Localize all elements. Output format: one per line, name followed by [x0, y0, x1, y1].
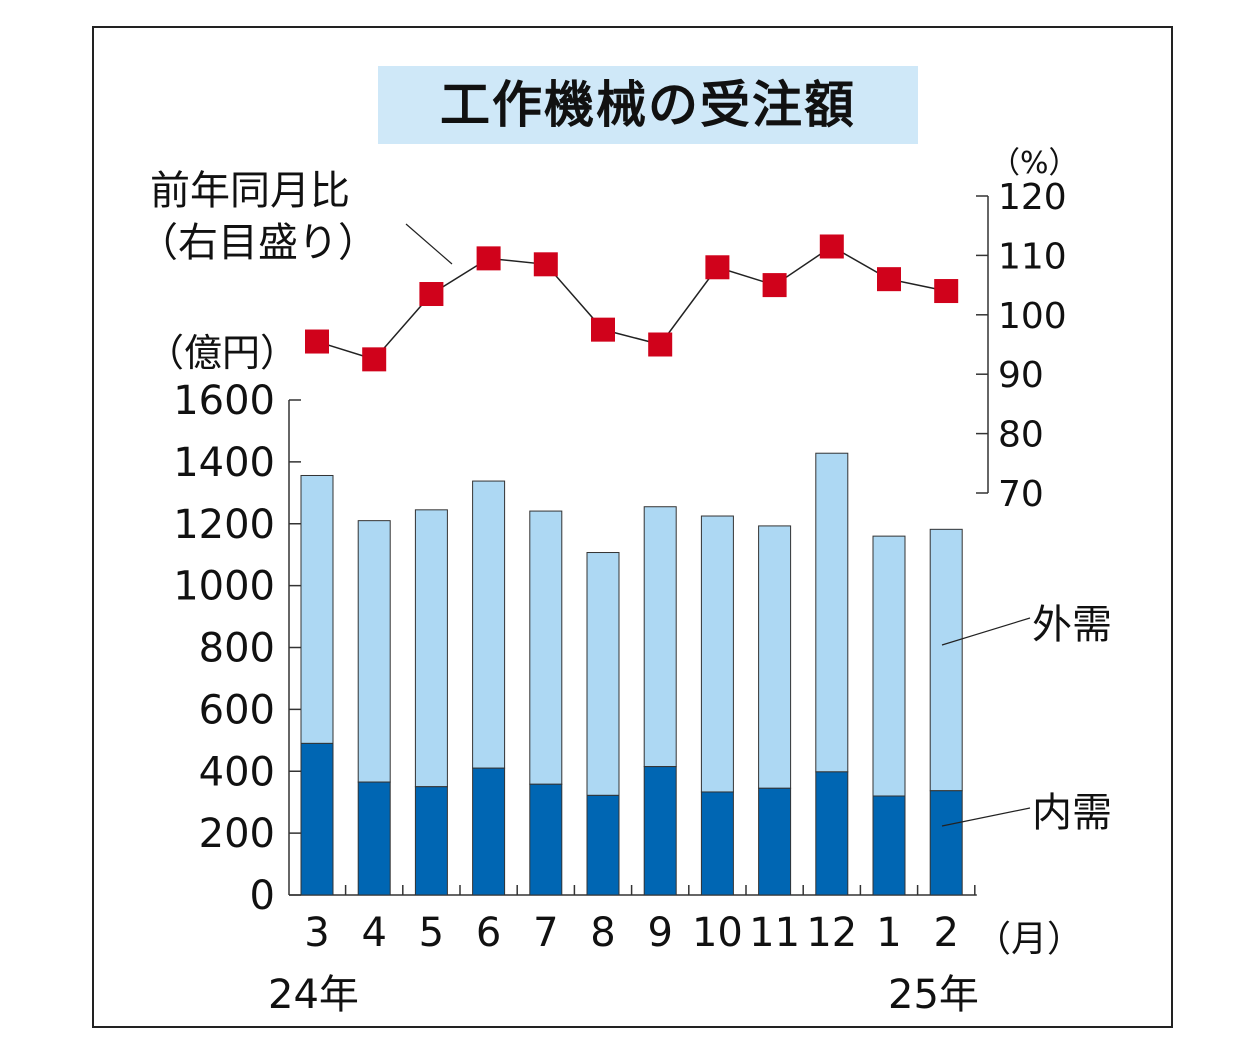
- yoy-marker: [305, 329, 329, 354]
- x-tick-label: 1: [876, 910, 901, 956]
- bar-domestic: [700, 791, 734, 896]
- yoy-line: [316, 245, 947, 361]
- yoy-marker: [877, 267, 901, 292]
- left-axis-tick-label: 600: [199, 687, 275, 733]
- left-axis-unit: （億円）: [146, 331, 299, 375]
- x-tick-label: 10: [692, 910, 743, 956]
- x-tick-label: 2: [933, 910, 958, 956]
- bar-domestic: [872, 795, 906, 896]
- bar-domestic: [929, 790, 963, 896]
- yoy-marker: [419, 282, 444, 307]
- yoy-marker: [476, 246, 501, 271]
- bar-domestic: [300, 742, 334, 896]
- line-series-label-line1: 前年同月比: [150, 168, 350, 214]
- bar-foreign: [872, 535, 906, 797]
- year-label-end: 25年: [888, 972, 979, 1018]
- right-axis-tick-label: 80: [998, 415, 1044, 456]
- bar-foreign: [300, 474, 334, 744]
- bar-foreign: [929, 528, 963, 792]
- title-background: [378, 66, 918, 144]
- year-label-start: 24年: [268, 972, 359, 1018]
- bar-foreign: [643, 506, 677, 768]
- yoy-marker: [762, 273, 787, 298]
- left-axis-tick-label: 400: [199, 749, 275, 795]
- bar-foreign: [357, 520, 391, 783]
- bar-foreign: [586, 552, 620, 796]
- right-axis-tick-label: 110: [998, 236, 1067, 277]
- bar-domestic: [758, 787, 792, 896]
- x-tick-label: 9: [647, 910, 672, 956]
- line-series-label-line2: （右目盛り）: [138, 220, 378, 266]
- yoy-marker: [705, 255, 730, 280]
- x-tick-label: 8: [590, 910, 615, 956]
- bar-domestic: [643, 766, 677, 896]
- bar-foreign: [414, 509, 448, 788]
- bar-domestic: [586, 794, 620, 896]
- yoy-marker: [934, 279, 959, 304]
- domestic-demand-label: 内需: [1032, 790, 1112, 836]
- x-tick-label: 5: [419, 910, 444, 956]
- left-axis-tick-label: 200: [199, 811, 275, 857]
- x-tick-label: 3: [304, 910, 329, 956]
- x-tick-label: 12: [806, 910, 857, 956]
- right-axis-tick-label: 120: [998, 177, 1067, 218]
- bar-domestic: [472, 767, 506, 896]
- left-axis-tick-label: 800: [199, 626, 275, 672]
- bar-foreign: [758, 525, 792, 789]
- x-tick-label: 4: [361, 910, 386, 956]
- bar-domestic: [529, 783, 563, 896]
- x-axis-unit: （月）: [975, 919, 1084, 960]
- yoy-marker: [648, 332, 673, 357]
- x-tick-label: 7: [533, 910, 558, 956]
- chart-frame: [92, 26, 1173, 1028]
- left-axis-tick-label: 1600: [173, 378, 275, 424]
- yoy-marker: [362, 347, 387, 372]
- bar-foreign: [700, 515, 734, 793]
- bar-foreign: [815, 452, 849, 773]
- foreign-demand-label: 外需: [1032, 602, 1112, 648]
- left-axis-tick-label: 0: [250, 873, 275, 919]
- yoy-marker: [819, 234, 844, 259]
- left-axis-tick-label: 1200: [173, 502, 275, 548]
- x-tick-label: 11: [749, 910, 800, 956]
- yoy-marker: [591, 317, 615, 342]
- right-axis-tick-label: 100: [998, 296, 1067, 337]
- right-axis-unit: （%）: [990, 146, 1079, 181]
- left-axis-tick-label: 1400: [173, 440, 275, 486]
- bar-foreign: [472, 480, 506, 769]
- bar-foreign: [529, 510, 563, 785]
- line-label-leader: [405, 223, 453, 265]
- chart-title: 工作機械の受注額: [440, 76, 856, 134]
- x-tick-label: 6: [476, 910, 501, 956]
- yoy-marker: [533, 252, 558, 277]
- bar-domestic: [414, 786, 448, 896]
- right-axis-tick-label: 90: [998, 355, 1044, 396]
- bar-domestic: [357, 781, 391, 896]
- left-axis-tick-label: 1000: [173, 564, 275, 610]
- domestic-label-leader: [941, 807, 1031, 827]
- right-axis-tick-label: 70: [998, 474, 1044, 515]
- foreign-label-leader: [941, 617, 1031, 646]
- bar-domestic: [815, 771, 849, 896]
